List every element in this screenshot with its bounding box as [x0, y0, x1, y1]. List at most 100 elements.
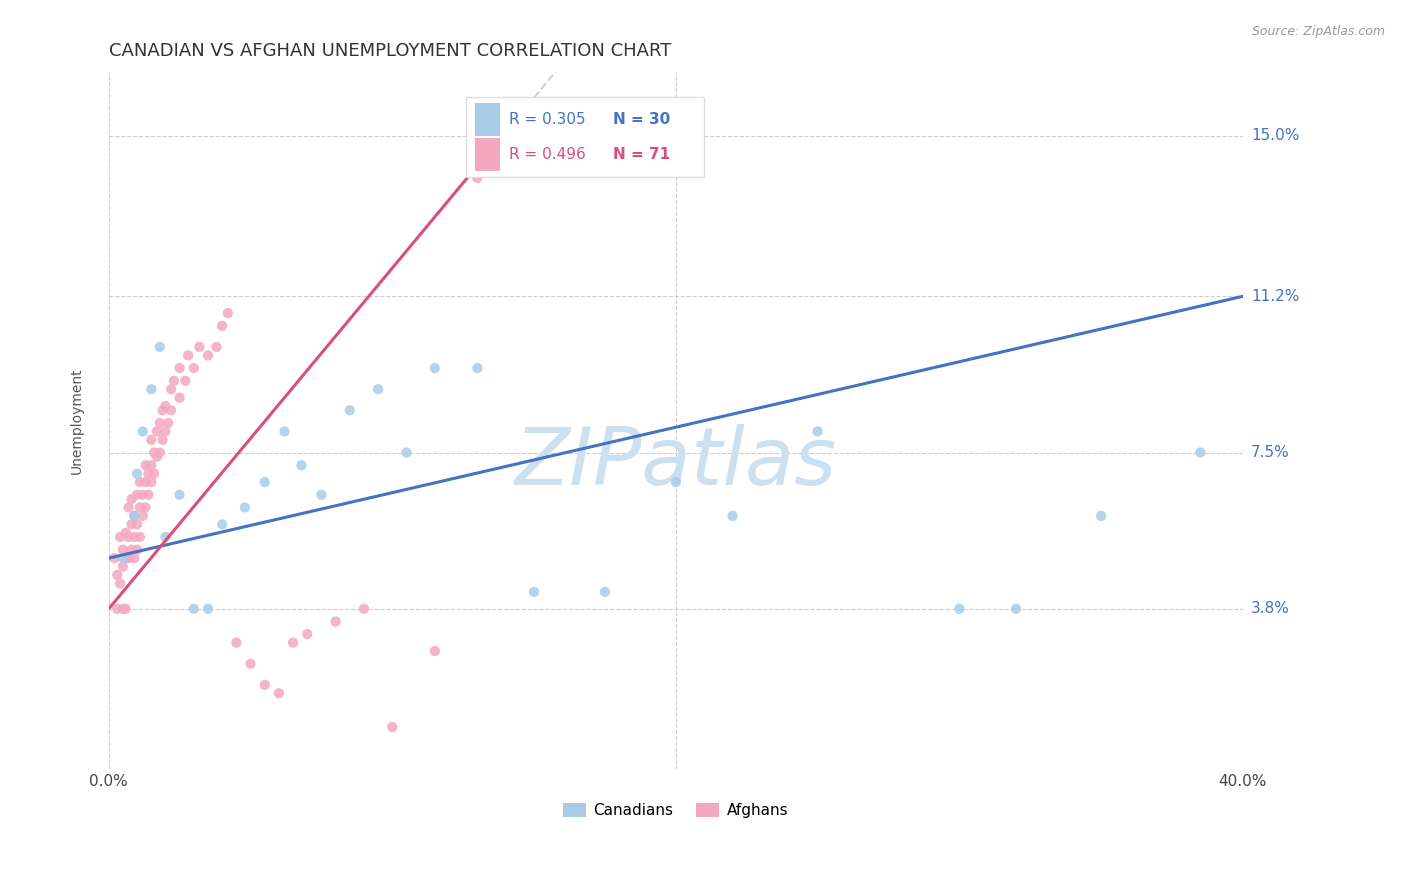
Point — [593, 585, 616, 599]
Point — [467, 171, 489, 186]
Point — [129, 475, 152, 489]
Point — [105, 602, 128, 616]
Point — [146, 425, 169, 439]
Point — [395, 445, 418, 459]
Point — [169, 488, 191, 502]
Text: CANADIAN VS AFGHAN UNEMPLOYMENT CORRELATION CHART: CANADIAN VS AFGHAN UNEMPLOYMENT CORRELAT… — [108, 42, 671, 60]
Point — [253, 475, 276, 489]
Bar — [475, 103, 501, 136]
Point — [1090, 508, 1112, 523]
Point — [117, 551, 139, 566]
Text: N = 30: N = 30 — [613, 112, 671, 127]
Point — [152, 403, 174, 417]
Point — [290, 458, 312, 473]
Point — [141, 382, 163, 396]
Point — [114, 525, 136, 540]
Point — [132, 488, 155, 502]
Point — [211, 318, 233, 333]
Point — [160, 403, 183, 417]
Point — [253, 678, 276, 692]
Point — [105, 568, 128, 582]
Point — [807, 425, 830, 439]
Point — [149, 445, 172, 459]
Point — [160, 382, 183, 396]
Point — [127, 467, 149, 481]
Point — [197, 348, 219, 362]
Point — [138, 467, 160, 481]
Point — [281, 635, 304, 649]
Point — [129, 530, 152, 544]
Point — [523, 585, 546, 599]
Point — [1189, 445, 1212, 459]
Point — [423, 361, 446, 376]
Point — [353, 602, 375, 616]
Point — [117, 530, 139, 544]
Text: N = 71: N = 71 — [613, 147, 671, 162]
Point — [117, 500, 139, 515]
Point — [188, 340, 211, 354]
Point — [205, 340, 228, 354]
Point — [273, 425, 295, 439]
FancyBboxPatch shape — [465, 97, 704, 177]
Point — [177, 348, 200, 362]
Text: Source: ZipAtlas.com: Source: ZipAtlas.com — [1251, 25, 1385, 38]
Point — [423, 644, 446, 658]
Bar — [475, 137, 501, 171]
Point — [120, 542, 142, 557]
Point — [339, 403, 361, 417]
Point — [197, 602, 219, 616]
Point — [267, 686, 290, 700]
Point — [225, 635, 247, 649]
Point — [311, 488, 333, 502]
Point — [146, 450, 169, 464]
Point — [183, 361, 205, 376]
Point — [114, 602, 136, 616]
Text: R = 0.305: R = 0.305 — [509, 112, 586, 127]
Point — [122, 508, 145, 523]
Point — [141, 458, 163, 473]
Point — [141, 433, 163, 447]
Point — [120, 517, 142, 532]
Point — [114, 551, 136, 566]
Point — [111, 559, 134, 574]
Point — [103, 551, 125, 566]
Point — [325, 615, 347, 629]
Point — [135, 475, 157, 489]
Point — [149, 340, 172, 354]
Point — [169, 361, 191, 376]
Point — [122, 551, 145, 566]
Point — [467, 361, 489, 376]
Point — [108, 576, 131, 591]
Point — [129, 500, 152, 515]
Legend: Canadians, Afghans: Canadians, Afghans — [557, 797, 794, 824]
Point — [217, 306, 239, 320]
Point — [122, 530, 145, 544]
Point — [120, 491, 142, 506]
Point — [127, 517, 149, 532]
Point — [135, 500, 157, 515]
Point — [138, 488, 160, 502]
Point — [155, 530, 177, 544]
Text: ZIPatlas: ZIPatlas — [515, 424, 837, 501]
Point — [155, 399, 177, 413]
Point — [127, 488, 149, 502]
Point — [111, 551, 134, 566]
Point — [135, 458, 157, 473]
Text: Unemployment: Unemployment — [70, 368, 84, 475]
Point — [233, 500, 256, 515]
Text: 15.0%: 15.0% — [1251, 128, 1299, 144]
Text: 11.2%: 11.2% — [1251, 289, 1299, 304]
Point — [127, 542, 149, 557]
Point — [132, 425, 155, 439]
Point — [721, 508, 744, 523]
Point — [1005, 602, 1028, 616]
Point — [381, 720, 404, 734]
Point — [211, 517, 233, 532]
Point — [367, 382, 389, 396]
Point — [157, 416, 180, 430]
Point — [155, 425, 177, 439]
Point — [152, 433, 174, 447]
Point — [143, 467, 166, 481]
Point — [149, 416, 172, 430]
Point — [143, 445, 166, 459]
